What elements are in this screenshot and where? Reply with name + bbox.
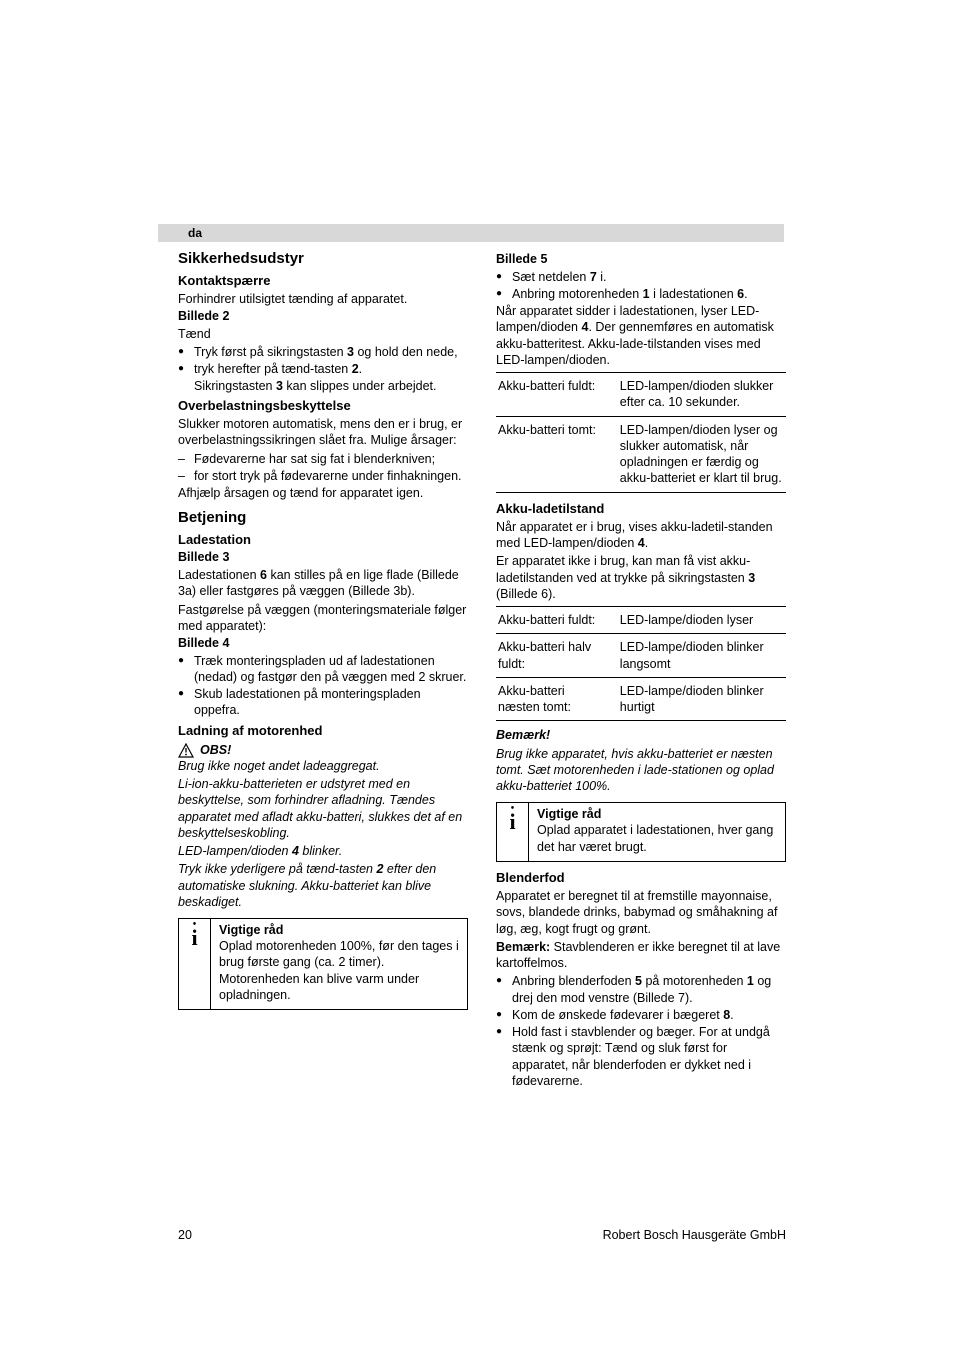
table-row: Akku-batteri halv fuldt: LED-lampe/diode… xyxy=(496,634,786,678)
page-footer: 20 Robert Bosch Hausgeräte GmbH xyxy=(178,1228,786,1242)
table-cell: Akku-batteri tomt: xyxy=(496,416,618,492)
list-item: Træk monteringspladen ud af ladestatione… xyxy=(178,653,468,686)
list-item: Fødevarerne har sat sig fat i blenderkni… xyxy=(178,451,468,467)
warning-heading: OBS! xyxy=(178,743,468,758)
table-cell: Akku-batteri næsten tomt: xyxy=(496,677,618,721)
list: Tryk først på sikringstasten 3 og hold d… xyxy=(178,344,468,394)
heading-blenderfoot: Blenderfod xyxy=(496,870,786,886)
list: Træk monteringspladen ud af ladestatione… xyxy=(178,653,468,719)
list-item: Kom de ønskede fødevarer i bægeret 8. xyxy=(496,1007,786,1023)
para: Fastgørelse på væggen (monteringsmateria… xyxy=(178,602,468,635)
tip-title: Vigtige råd xyxy=(219,923,459,937)
table-row: Akku-batteri næsten tomt: LED-lampe/diod… xyxy=(496,677,786,721)
para: Afhjælp årsagen og tænd for apparatet ig… xyxy=(178,485,468,501)
warn-para: Tryk ikke yderligere på tænd-tasten 2 ef… xyxy=(178,861,468,910)
info-icon: i xyxy=(179,919,211,1009)
lang-header: da xyxy=(158,224,784,242)
heading-chargestate: Akku-ladetilstand xyxy=(496,501,786,517)
warn-para: Brug ikke noget andet ladeaggregat. xyxy=(178,758,468,774)
warning-label: OBS! xyxy=(200,743,231,757)
list-item: Skub ladestationen på monteringspladen o… xyxy=(178,686,468,719)
heading-lock: Kontaktspærre xyxy=(178,273,468,289)
list-item: Anbring blenderfoden 5 på motorenheden 1… xyxy=(496,973,786,1006)
heading-fig5: Billede 5 xyxy=(496,252,786,268)
tip-box: i Vigtige råd Oplad motorenheden 100%, f… xyxy=(178,918,468,1010)
tip-text: Oplad motorenheden 100%, før den tages i… xyxy=(219,938,459,1003)
heading-operation: Betjening xyxy=(178,509,468,528)
heading-charging: Ladning af motorenhed xyxy=(178,723,468,739)
list: Fødevarerne har sat sig fat i blenderkni… xyxy=(178,451,468,485)
para: Forhindrer utilsigtet tænding af apparat… xyxy=(178,291,468,307)
table-cell: Akku-batteri halv fuldt: xyxy=(496,634,618,678)
page-number: 20 xyxy=(178,1228,192,1242)
list-item: Anbring motorenheden 1 i ladestationen 6… xyxy=(496,286,786,302)
list-item: Tryk først på sikringstasten 3 og hold d… xyxy=(178,344,468,360)
para: Ladestationen 6 kan stilles på en lige f… xyxy=(178,567,468,600)
list: Anbring blenderfoden 5 på motorenheden 1… xyxy=(496,973,786,1089)
status-table-2: Akku-batteri fuldt: LED-lampe/dioden lys… xyxy=(496,606,786,721)
heading-fig3: Billede 3 xyxy=(178,550,468,566)
warn-para: Li-ion-akku-batterieten er udstyret med … xyxy=(178,776,468,841)
tip-body: Vigtige råd Oplad apparatet i ladestatio… xyxy=(529,803,785,861)
note-heading: Bemærk! xyxy=(496,727,786,743)
para: Apparatet er beregnet til at fremstille … xyxy=(496,888,786,937)
table-row: Akku-batteri fuldt: LED-lampe/dioden lys… xyxy=(496,607,786,634)
content-area: Sikkerhedsudstyr Kontaktspærre Forhindre… xyxy=(178,250,786,1090)
para: Slukker motoren automatisk, mens den er … xyxy=(178,416,468,449)
heading-fig2: Billede 2 xyxy=(178,309,468,325)
table-cell: Akku-batteri fuldt: xyxy=(496,373,618,417)
table-cell: Akku-batteri fuldt: xyxy=(496,607,618,634)
heading-overload: Overbelastningsbeskyttelse xyxy=(178,398,468,414)
list-item: for stort tryk på fødevarerne under finh… xyxy=(178,468,468,484)
para: Når apparatet sidder i ladestationen, ly… xyxy=(496,303,786,368)
status-table-1: Akku-batteri fuldt: LED-lampen/dioden sl… xyxy=(496,372,786,493)
para: Bemærk: Stavblenderen er ikke beregnet t… xyxy=(496,939,786,972)
list-item: Hold fast i stavblender og bæger. For at… xyxy=(496,1024,786,1089)
list: Sæt netdelen 7 i. Anbring motorenheden 1… xyxy=(496,269,786,303)
tip-box: i Vigtige råd Oplad apparatet i ladestat… xyxy=(496,802,786,862)
warning-icon xyxy=(178,743,194,758)
table-cell: LED-lampe/dioden lyser xyxy=(618,607,786,634)
tip-text: Oplad apparatet i ladestationen, hver ga… xyxy=(537,822,777,855)
heading-fig4: Billede 4 xyxy=(178,636,468,652)
list-item: tryk herefter på tænd-tasten 2. Sikrings… xyxy=(178,361,468,394)
heading-chargestation: Ladestation xyxy=(178,532,468,548)
para: Tænd xyxy=(178,326,468,342)
para: Er apparatet ikke i brug, kan man få vis… xyxy=(496,553,786,602)
table-cell: LED-lampe/dioden blinker hurtigt xyxy=(618,677,786,721)
para: Når apparatet er i brug, vises akku-lade… xyxy=(496,519,786,552)
list-item: Sæt netdelen 7 i. xyxy=(496,269,786,285)
heading-safety: Sikkerhedsudstyr xyxy=(178,250,468,269)
table-row: Akku-batteri tomt: LED-lampen/dioden lys… xyxy=(496,416,786,492)
table-cell: LED-lampe/dioden blinker langsomt xyxy=(618,634,786,678)
right-column: Billede 5 Sæt netdelen 7 i. Anbring moto… xyxy=(496,250,786,1090)
table-cell: LED-lampen/dioden slukker efter ca. 10 s… xyxy=(618,373,786,417)
info-icon: i xyxy=(497,803,529,861)
warn-para: LED-lampen/dioden 4 blinker. xyxy=(178,843,468,859)
footer-company: Robert Bosch Hausgeräte GmbH xyxy=(603,1228,786,1242)
tip-body: Vigtige råd Oplad motorenheden 100%, før… xyxy=(211,919,467,1009)
tip-title: Vigtige råd xyxy=(537,807,777,821)
lang-code: da xyxy=(188,226,202,240)
left-column: Sikkerhedsudstyr Kontaktspærre Forhindre… xyxy=(178,250,468,1090)
table-cell: LED-lampen/dioden lyser og slukker autom… xyxy=(618,416,786,492)
note-para: Brug ikke apparatet, hvis akku-batteriet… xyxy=(496,746,786,795)
table-row: Akku-batteri fuldt: LED-lampen/dioden sl… xyxy=(496,373,786,417)
